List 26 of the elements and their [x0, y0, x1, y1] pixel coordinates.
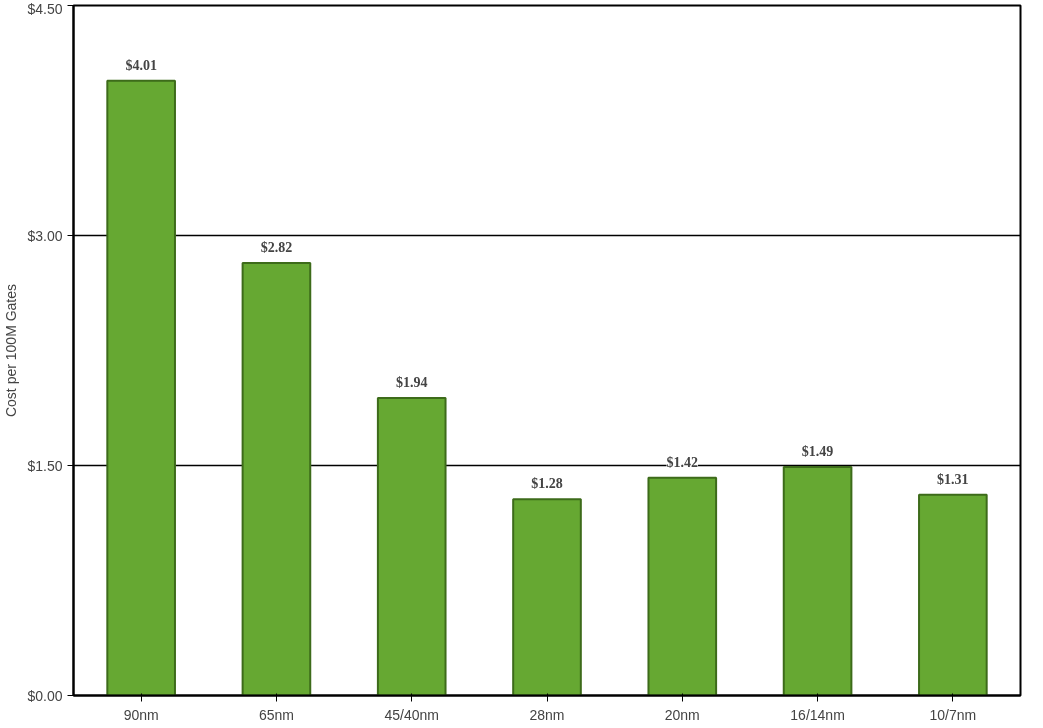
x-tick-label: 16/14nm	[790, 706, 845, 723]
x-tick-label: 45/40nm	[384, 706, 439, 723]
data-label: $1.49	[801, 444, 834, 460]
y-axis-title: Cost per 100M Gates	[3, 283, 20, 418]
bar	[918, 493, 988, 696]
x-tick-label: 20nm	[664, 706, 700, 723]
data-label: $1.42	[666, 454, 699, 470]
bar	[241, 262, 312, 696]
bar	[647, 476, 718, 696]
y-tick-label: $4.50	[27, 0, 63, 17]
data-label: $4.01	[125, 57, 157, 73]
y-tick-label: $3.00	[27, 227, 63, 244]
x-tick-label: 28nm	[529, 706, 565, 723]
y-tick-label: $0.00	[27, 687, 63, 704]
x-tick-label: 65nm	[258, 706, 294, 723]
x-tick-label: 90nm	[123, 706, 159, 723]
data-label: $1.94	[395, 375, 428, 391]
bar	[106, 79, 176, 696]
bar	[512, 498, 582, 696]
bar	[376, 397, 447, 696]
x-tick-label: 10/7nm	[929, 706, 977, 723]
y-tick-label: $1.50	[27, 457, 63, 474]
data-label: $1.28	[531, 476, 563, 492]
data-label: $2.82	[260, 240, 293, 256]
data-label: $1.31	[937, 471, 969, 487]
bar	[782, 466, 853, 696]
